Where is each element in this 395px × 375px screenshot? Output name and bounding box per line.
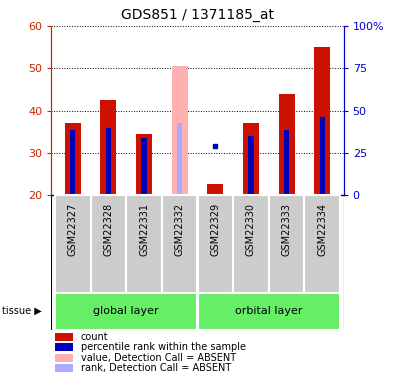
Text: orbital layer: orbital layer (235, 306, 303, 316)
Text: count: count (81, 332, 109, 342)
Bar (141, 138, 147, 195)
Bar (233, 195, 269, 292)
Text: GSM22330: GSM22330 (246, 203, 256, 256)
Text: value, Detection Call = ABSENT: value, Detection Call = ABSENT (81, 353, 236, 363)
Bar (269, 195, 305, 292)
Text: GSM22333: GSM22333 (282, 203, 292, 256)
Text: GSM22332: GSM22332 (175, 203, 185, 256)
Text: global layer: global layer (93, 306, 159, 316)
Bar (320, 117, 325, 195)
Bar (198, 195, 233, 292)
Bar (243, 123, 259, 195)
Bar (90, 195, 126, 292)
Bar (278, 94, 295, 195)
Bar (162, 195, 198, 292)
Text: tissue ▶: tissue ▶ (2, 306, 42, 316)
Text: GSM22331: GSM22331 (139, 203, 149, 256)
Text: GSM22327: GSM22327 (68, 203, 78, 256)
Bar (126, 195, 162, 292)
Bar (305, 195, 340, 292)
Bar (136, 134, 152, 195)
Bar (207, 184, 223, 195)
Bar (248, 136, 254, 195)
Bar (106, 128, 111, 195)
Bar (55, 195, 90, 292)
Text: GSM22329: GSM22329 (210, 203, 220, 256)
Bar (198, 292, 340, 330)
Bar (284, 130, 289, 195)
Text: rank, Detection Call = ABSENT: rank, Detection Call = ABSENT (81, 363, 231, 373)
Bar (70, 130, 75, 195)
Text: GSM22334: GSM22334 (317, 203, 327, 256)
Bar (172, 66, 188, 195)
Bar (55, 292, 198, 330)
Text: percentile rank within the sa​mple: percentile rank within the sa​mple (81, 342, 246, 352)
Text: GSM22328: GSM22328 (103, 203, 113, 256)
Bar (65, 123, 81, 195)
Bar (100, 100, 117, 195)
Bar (314, 47, 330, 195)
Bar (177, 123, 182, 195)
Title: GDS851 / 1371185_at: GDS851 / 1371185_at (121, 9, 274, 22)
